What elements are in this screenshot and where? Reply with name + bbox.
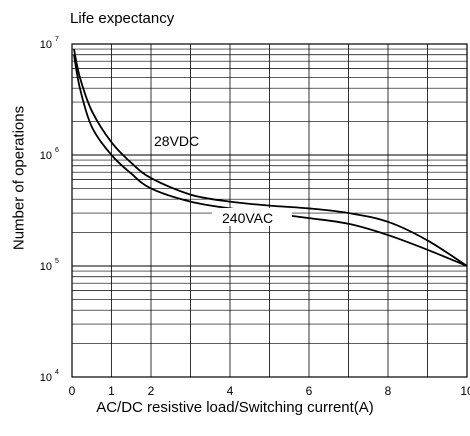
y-axis-label: Number of operations bbox=[10, 105, 28, 251]
tick-labels: 02468101107106105104 bbox=[40, 36, 470, 398]
y-tick-exponent: 6 bbox=[55, 147, 59, 154]
x-tick-label: 8 bbox=[385, 384, 392, 398]
series-label-28vdc: 28VDC bbox=[154, 133, 199, 149]
y-tick-label: 10 bbox=[40, 372, 52, 384]
chart-title: Life expectancy bbox=[70, 10, 175, 27]
y-tick-label: 10 bbox=[40, 261, 52, 273]
grid bbox=[71, 43, 468, 378]
y-tick-label: 10 bbox=[40, 150, 52, 162]
series-annotations: 28VDC 240VAC bbox=[154, 133, 292, 226]
series-lines bbox=[73, 48, 468, 267]
x-tick-label: 0 bbox=[69, 384, 76, 398]
x-tick-label: 6 bbox=[306, 384, 313, 398]
y-tick-exponent: 4 bbox=[55, 369, 59, 376]
series-line-1 bbox=[73, 54, 468, 267]
series-line-0 bbox=[73, 48, 468, 267]
series-label-240vac: 240VAC bbox=[222, 210, 273, 226]
y-tick-exponent: 7 bbox=[55, 36, 59, 43]
y-tick-exponent: 5 bbox=[55, 258, 59, 265]
x-tick-label: 1 bbox=[108, 384, 115, 398]
x-tick-label: 4 bbox=[227, 384, 234, 398]
plot-frame bbox=[71, 43, 468, 378]
x-tick-label: 10 bbox=[460, 384, 470, 398]
y-tick-label: 10 bbox=[40, 39, 52, 51]
x-tick-label: 2 bbox=[148, 384, 155, 398]
series-label-240vac-bg bbox=[212, 208, 292, 226]
x-axis-label: AC/DC resistive load/Switching current(A… bbox=[96, 399, 374, 416]
